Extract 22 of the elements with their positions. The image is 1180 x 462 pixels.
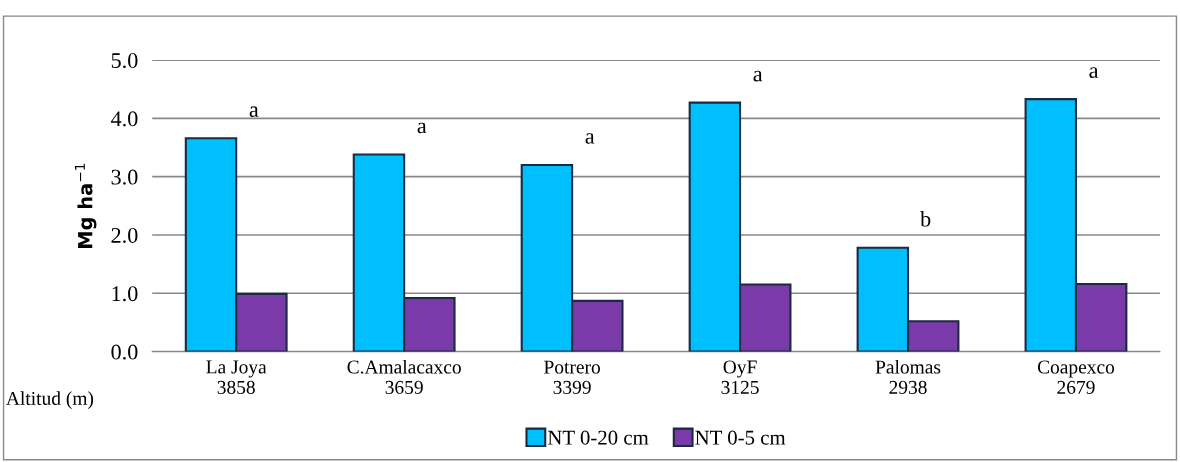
x-tick-label: OyF 3125 xyxy=(721,360,759,394)
annotation: a xyxy=(753,70,763,82)
y-tick-label: 3.0 xyxy=(111,169,138,185)
x-tick-label: Coapexco 2679 xyxy=(1037,360,1115,394)
x-tick-label: Potrero 3399 xyxy=(544,360,600,394)
text: Altitud (m) xyxy=(6,391,94,409)
y-tick-label: 1.0 xyxy=(112,286,138,302)
annotation: a xyxy=(417,122,427,134)
y-tick-label: 0.0 xyxy=(111,344,138,360)
y-tick-label: 2.0 xyxy=(111,227,138,243)
y-tick-label: 4.0 xyxy=(110,111,138,127)
x-tick-label: La Joya 3858 xyxy=(206,360,267,394)
legend-label: NT 0-5 cm xyxy=(695,430,786,445)
y-axis-title: Mg ha$^{−1}$ xyxy=(74,163,97,248)
legend-label: NT 0-20 cm xyxy=(547,430,649,445)
x-tick-label: C.Amalacaxco 3659 xyxy=(347,359,461,394)
annotation: a xyxy=(1089,67,1099,78)
annotation: a xyxy=(249,106,259,118)
x-tick-label: Palomas 2938 xyxy=(875,359,941,394)
y-tick-label: 5.0 xyxy=(111,52,138,69)
annotation: b xyxy=(920,210,931,227)
annotation: a xyxy=(585,133,595,144)
